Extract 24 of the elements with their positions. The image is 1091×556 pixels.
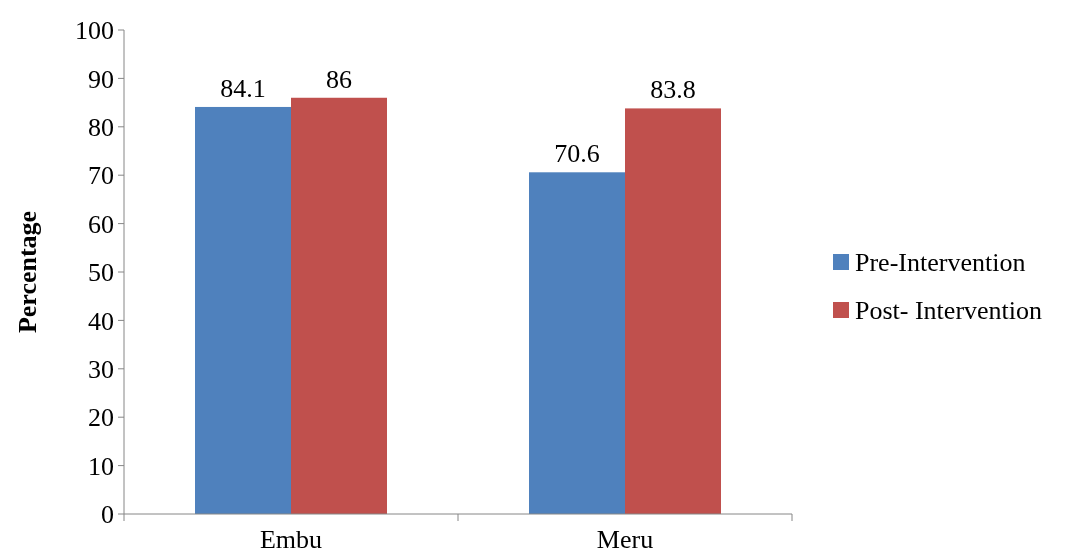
data-label: 84.1 <box>220 73 266 103</box>
y-tick-label: 0 <box>101 500 114 530</box>
y-axis-title: Percentage <box>13 210 42 334</box>
y-tick-label: 100 <box>75 16 114 46</box>
y-tick-label: 20 <box>88 403 114 433</box>
y-tick-label: 10 <box>88 451 114 481</box>
legend-label: Pre-Intervention <box>855 248 1026 278</box>
data-label: 70.6 <box>554 139 600 169</box>
y-tick-label: 50 <box>88 258 114 288</box>
y-tick-label: 40 <box>88 306 114 336</box>
bar <box>291 97 387 514</box>
y-tick-label: 90 <box>88 64 114 94</box>
y-tick-label: 30 <box>88 354 114 384</box>
x-tick-label: Embu <box>259 525 323 554</box>
data-label: 86 <box>326 64 352 94</box>
bar <box>529 172 625 514</box>
bar <box>195 106 291 514</box>
bar <box>625 108 721 514</box>
y-tick-label: 70 <box>88 161 114 191</box>
y-tick-label: 80 <box>88 112 114 142</box>
x-tick-label: Meru <box>596 525 654 554</box>
y-tick-label: 60 <box>88 209 114 239</box>
legend-label: Post- Intervention <box>855 296 1043 326</box>
data-label: 83.8 <box>650 75 696 105</box>
